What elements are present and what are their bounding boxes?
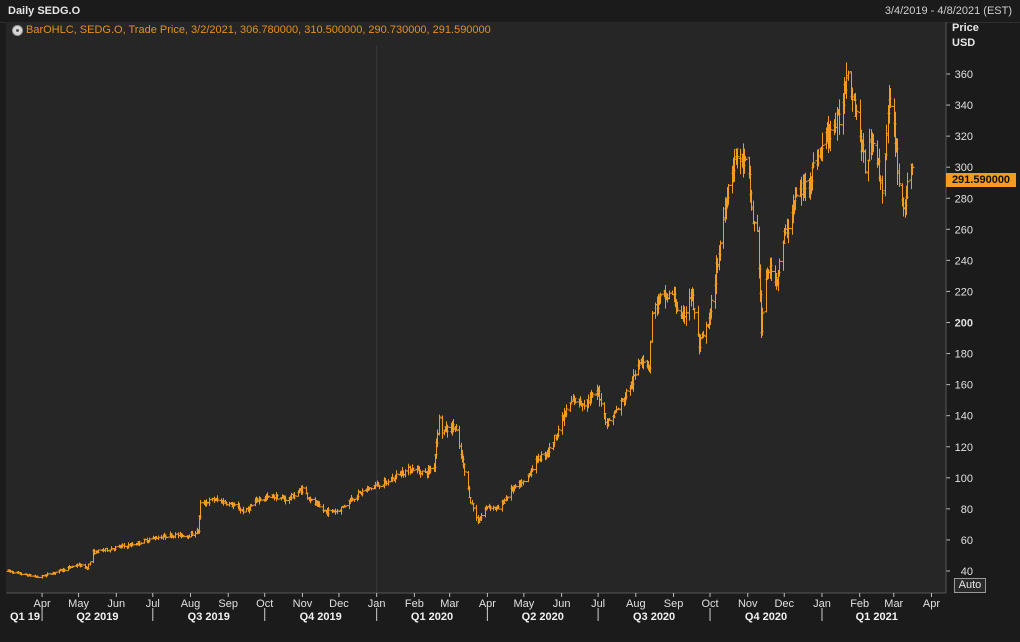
month-label: Aug	[181, 598, 201, 610]
y-tick-label: 300	[955, 162, 973, 174]
month-label: Aug	[626, 598, 646, 610]
quarter-label: Q3 2020	[633, 611, 675, 623]
series-settings-icon[interactable]	[12, 25, 23, 36]
auto-scale-button[interactable]: Auto	[954, 578, 986, 593]
month-label: Jan	[368, 598, 386, 610]
quarter-label: Q1 2021	[856, 611, 898, 623]
quarter-label: Q2 2019	[76, 611, 118, 623]
quarter-label: Q2 2020	[522, 611, 564, 623]
quarter-label: Q3 2019	[188, 611, 230, 623]
month-label: May	[513, 598, 534, 610]
month-label: Sep	[218, 598, 238, 610]
y-tick-label: 180	[955, 349, 973, 361]
y-tick-label: 80	[961, 504, 973, 516]
legend-text: BarOHLC, SEDG.O, Trade Price, 3/2/2021, …	[26, 24, 491, 36]
month-label: Feb	[850, 598, 869, 610]
y-tick-label: 120	[955, 442, 973, 454]
month-label: Nov	[738, 598, 758, 610]
month-label: Apr	[34, 598, 51, 610]
plot-area[interactable]	[6, 22, 946, 593]
month-label: Dec	[774, 598, 794, 610]
x-axis: Apr May Jun Jul Aug Sep Oct Nov Dec Jan Feb Mar Apr M…	[6, 592, 946, 623]
month-label: Jun	[107, 598, 125, 610]
y-tick-label: 260	[955, 224, 973, 236]
month-label: Jan	[813, 598, 831, 610]
y-tick-label: 200	[955, 318, 973, 330]
y-tick-label: 360	[955, 69, 973, 81]
y-tick-label: 160	[955, 380, 973, 392]
month-label: Oct	[256, 598, 273, 610]
quarter-label: Q1 19	[10, 611, 40, 623]
month-label: Nov	[293, 598, 313, 610]
y-tick-label: 320	[955, 131, 973, 143]
month-label: Jul	[591, 598, 605, 610]
quarter-label: Q4 2020	[745, 611, 787, 623]
month-label: Sep	[664, 598, 684, 610]
month-label: Apr	[479, 598, 496, 610]
series-legend[interactable]: BarOHLC, SEDG.O, Trade Price, 3/2/2021, …	[12, 23, 491, 38]
date-range: 3/4/2019 - 4/8/2021 (EST)	[884, 5, 1012, 17]
month-label: Oct	[701, 598, 718, 610]
y-tick-label: 60	[961, 535, 973, 547]
y-tick-label: 340	[955, 100, 973, 112]
quarter-label: Q1 2020	[411, 611, 453, 623]
ohlc-bars	[6, 62, 915, 579]
y-axis-unit: USD	[952, 37, 976, 49]
month-label: Jul	[146, 598, 160, 610]
y-tick-label: 140	[955, 411, 973, 423]
y-tick-label: 40	[961, 566, 973, 578]
y-tick-label: 240	[955, 255, 973, 267]
last-price-tag: 291.590000	[946, 173, 1016, 188]
month-label: Mar	[440, 598, 459, 610]
month-label: Mar	[884, 598, 903, 610]
month-label: Jun	[553, 598, 571, 610]
quarter-label: Q4 2019	[300, 611, 342, 623]
month-label: Dec	[329, 598, 349, 610]
y-tick-label: 100	[955, 473, 973, 485]
month-label: Feb	[405, 598, 424, 610]
y-tick-label: 220	[955, 286, 973, 298]
chart-title: Daily SEDG.O	[8, 5, 81, 17]
y-tick-label: 280	[955, 193, 973, 205]
month-label: May	[68, 598, 89, 610]
y-axis: 40 60 80 100 120 140 160 180 200 220 240 260 280 300 3…	[945, 22, 973, 593]
month-label: Apr	[923, 598, 940, 610]
y-axis-title: Price	[952, 22, 979, 34]
